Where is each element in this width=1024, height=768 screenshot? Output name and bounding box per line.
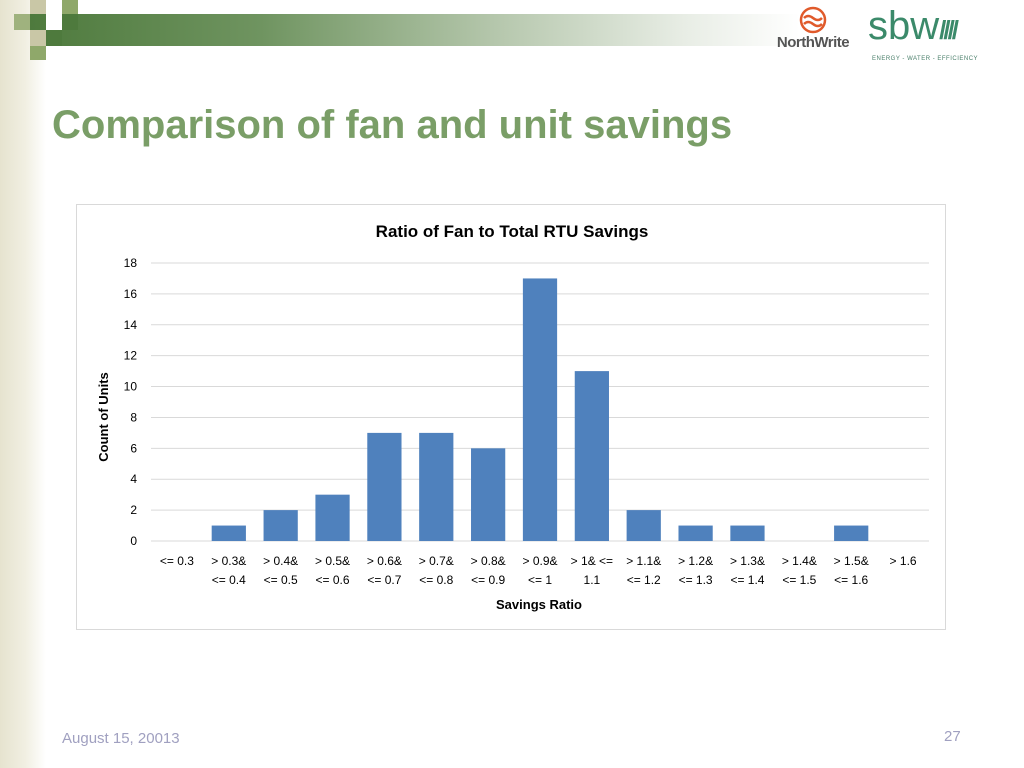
x-tick-label: > 1.5& <box>834 554 869 568</box>
x-tick-label: > 0.4& <box>263 554 298 568</box>
x-tick-label: > 1.2& <box>678 554 713 568</box>
top-decorative-band <box>30 14 800 46</box>
x-tick-label: <= 0.3 <box>160 554 194 568</box>
decorative-square <box>62 0 78 14</box>
x-axis-label: Savings Ratio <box>496 597 582 612</box>
y-tick-label: 2 <box>130 503 137 517</box>
chart-title: Ratio of Fan to Total RTU Savings <box>376 222 649 241</box>
bar <box>263 510 298 541</box>
bar-chart: Ratio of Fan to Total RTU Savings Saving… <box>96 222 929 612</box>
bar <box>626 510 661 541</box>
slide-title: Comparison of fan and unit savings <box>52 103 733 147</box>
x-tick-label: > 1& <= <box>571 554 613 568</box>
decorative-square <box>46 0 62 14</box>
y-tick-label: 4 <box>130 472 137 486</box>
x-tick-label: 1.1 <box>584 573 601 587</box>
y-tick-label: 6 <box>130 441 137 455</box>
left-decorative-band <box>0 0 46 768</box>
decorative-square <box>62 14 78 30</box>
x-tick-label: > 0.3& <box>211 554 246 568</box>
y-tick-label: 10 <box>124 380 138 394</box>
bar <box>522 278 558 541</box>
decorative-square <box>46 14 62 30</box>
y-tick-label: 14 <box>124 318 138 332</box>
decorative-square <box>14 14 30 30</box>
bar <box>678 525 713 541</box>
x-tick-label: <= 0.5 <box>264 573 298 587</box>
sbw-logo: sbw//// <box>868 4 978 48</box>
y-axis-label: Count of Units <box>96 372 111 462</box>
x-tick-label: > 0.8& <box>471 554 506 568</box>
sbw-tagline: ENERGY - WATER - EFFICIENCY <box>872 56 979 62</box>
y-tick-label: 8 <box>130 410 137 424</box>
x-tick-label: > 0.5& <box>315 554 350 568</box>
sbw-stripes-icon: //// <box>939 15 959 45</box>
x-tick-label: > 1.1& <box>626 554 661 568</box>
x-tick-label: > 0.7& <box>419 554 454 568</box>
bar <box>315 494 350 541</box>
bar <box>367 432 402 541</box>
x-tick-label: <= 0.8 <box>419 573 453 587</box>
y-tick-label: 0 <box>130 534 137 548</box>
bar <box>574 371 609 541</box>
bar <box>471 448 506 541</box>
decorative-square <box>30 46 46 60</box>
northwrite-logo-text: NorthWrite <box>776 34 850 51</box>
x-tick-label: <= 1 <box>528 573 552 587</box>
x-tick-label: <= 1.6 <box>834 573 868 587</box>
footer-date: August 15, 20013 <box>62 730 180 747</box>
y-tick-label: 12 <box>124 349 138 363</box>
x-tick-label: <= 0.9 <box>471 573 505 587</box>
page-number: 27 <box>944 728 961 745</box>
decorative-square <box>30 0 46 14</box>
y-tick-label: 18 <box>124 256 138 270</box>
x-tick-label: > 1.3& <box>730 554 765 568</box>
x-tick-label: <= 1.2 <box>627 573 661 587</box>
x-tick-label: <= 1.5 <box>782 573 816 587</box>
x-tick-label: > 0.6& <box>367 554 402 568</box>
northwrite-logo-icon <box>799 6 827 34</box>
chart-container: Ratio of Fan to Total RTU Savings Saving… <box>76 204 946 630</box>
sbw-logo-text: sbw <box>868 4 940 48</box>
x-tick-label: > 0.9& <box>522 554 557 568</box>
bar <box>834 525 869 541</box>
decorative-square <box>46 30 62 46</box>
x-tick-label: <= 0.6 <box>316 573 350 587</box>
x-tick-label: <= 1.3 <box>679 573 713 587</box>
bar <box>211 525 246 541</box>
x-tick-label: <= 1.4 <box>730 573 764 587</box>
bar <box>730 525 765 541</box>
bar <box>419 432 454 541</box>
x-tick-label: > 1.4& <box>782 554 817 568</box>
decorative-square <box>30 30 46 46</box>
x-tick-label: > 1.6 <box>890 554 917 568</box>
x-tick-label: <= 0.7 <box>367 573 401 587</box>
x-tick-label: <= 0.4 <box>212 573 246 587</box>
y-tick-label: 16 <box>124 287 138 301</box>
